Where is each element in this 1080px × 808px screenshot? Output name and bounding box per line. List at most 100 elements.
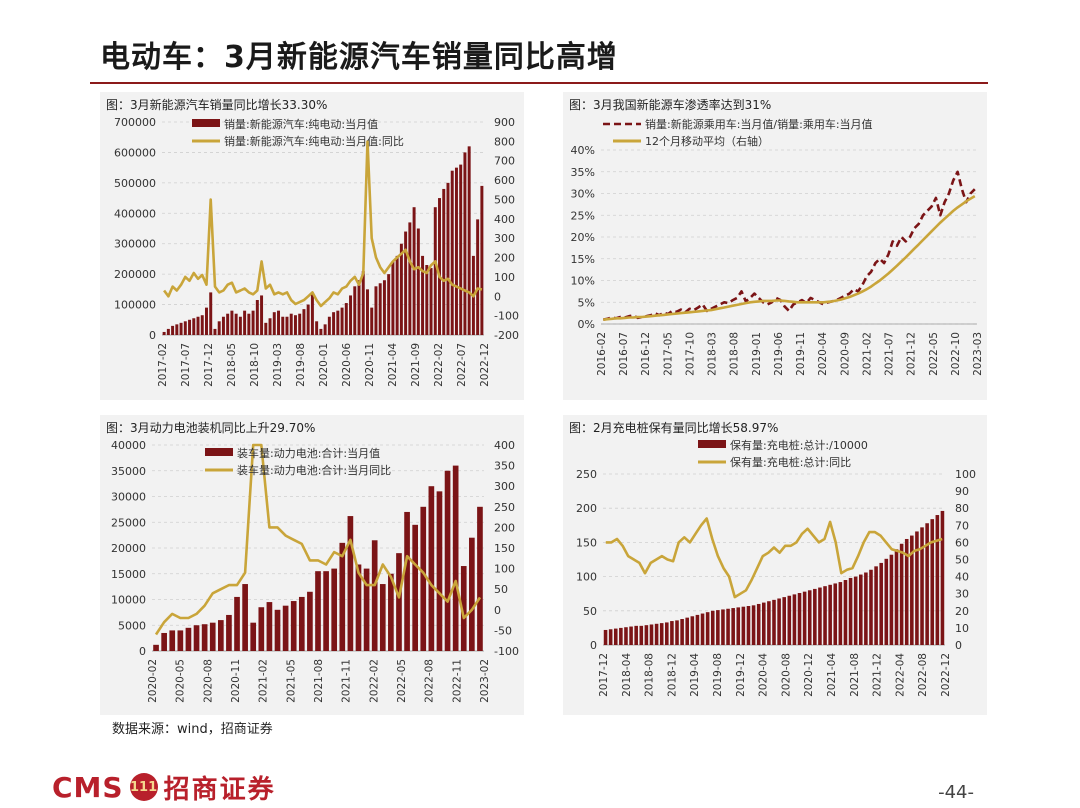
bar [767, 601, 771, 645]
x-tick-label: 2021-07 [884, 332, 896, 376]
bar [238, 316, 242, 335]
bar [388, 573, 394, 651]
y-tick-label-left: 0 [139, 645, 146, 658]
bar [315, 571, 321, 651]
bar [213, 328, 217, 335]
x-tick-label: 2021-12 [872, 653, 884, 697]
bar [741, 606, 746, 645]
legend-swatch-bar [205, 448, 233, 456]
bar [251, 310, 255, 335]
y-tick-label-right: 100 [955, 468, 976, 481]
bar [412, 207, 416, 335]
bar [802, 591, 807, 645]
bar [469, 537, 475, 651]
bar [230, 310, 234, 335]
bar [792, 594, 797, 645]
y-tick-label-right: 70 [955, 519, 969, 532]
y-tick-label-left: 30% [571, 188, 595, 201]
bar [629, 626, 633, 645]
bar [690, 616, 695, 645]
bar [361, 271, 365, 335]
y-tick-label-left: 600000 [114, 146, 156, 159]
bar [654, 623, 659, 645]
bar [649, 624, 654, 645]
bar [433, 207, 437, 335]
bar [319, 328, 323, 335]
legend-label: 销量:新能源汽车:纯电动:当月值:同比 [224, 134, 404, 148]
bar [477, 506, 483, 651]
x-tick-label: 2023-02 [479, 659, 491, 703]
x-tick-label: 2021-04 [387, 343, 399, 387]
bar [277, 310, 280, 335]
bar [619, 627, 623, 645]
x-tick-label: 2022-04 [894, 653, 906, 697]
bar [268, 318, 272, 335]
x-tick-label: 2017-02 [157, 343, 169, 387]
y-tick-label-right: 0 [955, 639, 962, 652]
legend-label: 保有量:充电桩:总计:同比 [730, 455, 851, 469]
series-line [603, 194, 976, 321]
chart-panel-battery: 图：3月动力电池装机同比上升29.70% 0 5000 10000 15000 20000… [100, 415, 524, 715]
y-tick-label-right: 80 [955, 502, 969, 515]
y-tick-label-left: 100 [576, 571, 597, 584]
x-tick-label: 2017-07 [180, 343, 192, 387]
bar [339, 542, 346, 651]
bar [772, 599, 776, 645]
bar [298, 596, 305, 651]
bar [838, 582, 843, 645]
bar [347, 516, 354, 651]
bar [700, 613, 705, 645]
legend-label: 装车量:动力电池:合计:当月同比 [237, 463, 391, 477]
bar [920, 527, 924, 645]
legend-label: 销量:新能源汽车:纯电动:当月值 [224, 117, 378, 131]
bar [452, 465, 459, 651]
bar [298, 313, 302, 335]
y-tick-label-left: 30000 [111, 491, 146, 504]
bar [387, 274, 391, 335]
x-tick-label: 2021-02 [861, 332, 873, 376]
bar [813, 588, 817, 645]
bar [408, 222, 412, 335]
chart-panel-charging-pile: 图：2月充电桩保有量同比增长58.97% 0 50 100 150 200 250 0 10 20… [563, 415, 987, 715]
bar [705, 612, 710, 645]
x-tick-label: 2020-11 [364, 343, 376, 387]
bar [221, 316, 225, 335]
x-tick-label: 2021-02 [258, 659, 270, 703]
bar [736, 607, 741, 645]
company-logo: CMS 111 招商证券 [52, 770, 276, 805]
bar [603, 629, 608, 645]
bar [818, 587, 822, 645]
x-tick-label: 2018-03 [707, 332, 719, 376]
bar [258, 607, 265, 651]
bar [421, 255, 425, 335]
bar [404, 231, 408, 335]
x-tick-label: 2022-12 [479, 343, 491, 387]
bar [193, 625, 200, 651]
bar [644, 625, 649, 645]
bar [665, 622, 669, 645]
x-tick-label: 2020-09 [839, 332, 851, 376]
x-tick-label: 2021-08 [313, 659, 325, 703]
y-tick-label-left: 50 [583, 605, 597, 618]
x-tick-label: 2019-04 [689, 653, 701, 697]
bar [192, 318, 196, 335]
y-tick-label-right: 400 [494, 213, 515, 226]
y-tick-label-left: 35000 [111, 465, 146, 478]
y-tick-label-right: 30 [955, 588, 969, 601]
bar [685, 617, 690, 645]
bar [751, 605, 756, 645]
bar [858, 574, 863, 645]
bar [721, 609, 725, 645]
page-number: -44- [938, 782, 974, 803]
bar [166, 328, 170, 335]
x-tick-label: 2020-08 [202, 659, 214, 703]
y-tick-label-right: 700 [494, 155, 515, 168]
bar [366, 289, 369, 335]
bar [274, 609, 281, 651]
y-tick-label-right: 10 [955, 622, 969, 635]
bar [282, 605, 289, 651]
bar [670, 621, 674, 645]
bar [716, 610, 720, 645]
y-tick-label-left: 25% [571, 209, 595, 222]
x-tick-label: 2019-03 [272, 343, 284, 387]
